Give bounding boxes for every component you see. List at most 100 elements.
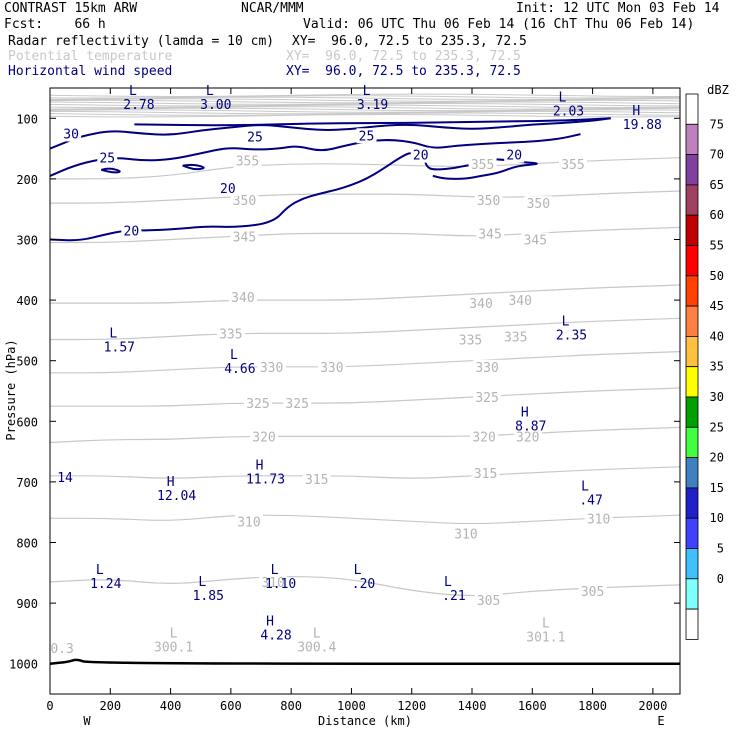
theta-contour-label: 330 — [475, 361, 498, 376]
wind-label-bg — [121, 223, 142, 239]
x-tick-label: 1200 — [397, 699, 426, 713]
theta-contour-label: 350 — [477, 194, 500, 209]
colorbar-swatch — [685, 214, 699, 246]
y-tick-label: 700 — [16, 476, 38, 490]
colorbar-level-label: 40 — [710, 329, 724, 343]
org-name: NCAR/MMM — [241, 1, 304, 16]
wind-contour-jet-core — [134, 117, 611, 127]
wind-contour-small — [182, 163, 205, 171]
colorbar-swatch — [685, 275, 699, 307]
theta-label-bg — [474, 593, 503, 609]
y-tick-label: 300 — [16, 234, 38, 248]
wind-contour-30 — [49, 117, 611, 150]
wind-extremum-mark: H — [167, 475, 175, 490]
colorbar-unit: dBZ — [707, 83, 729, 97]
colorbar-swatch — [685, 457, 699, 489]
theta-label-bg — [470, 429, 499, 445]
theta-label-bg — [233, 153, 262, 169]
wind-label-bg — [61, 126, 82, 142]
x-tick-label: 1400 — [458, 699, 487, 713]
colorbar-swatch — [685, 154, 699, 186]
colorbar-level-label: 10 — [710, 511, 724, 525]
theta-contour-label: 310 — [454, 527, 477, 542]
theta-contour-label: 325 — [285, 397, 308, 412]
wind-label-bg — [356, 128, 377, 144]
field-reflectivity-xy: XY= 96.0, 72.5 to 235.3, 72.5 — [292, 34, 527, 49]
x-tick-label: 600 — [220, 699, 242, 713]
theta-contour-label: 320 — [516, 430, 539, 445]
field-reflectivity-name: Radar reflectivity (lamda = 10 cm) — [8, 34, 275, 49]
theta-contour-label: 320 — [252, 430, 275, 445]
wind-contour-label: 20 — [506, 149, 522, 164]
theta-label-bg — [521, 232, 550, 248]
theta-contour-label: 305 — [477, 594, 500, 609]
theta-contour-label: 330 — [260, 361, 283, 376]
wind-extremum-mark: H — [256, 459, 264, 474]
theta-contour-label: 335 — [504, 330, 527, 345]
theta-label-bg — [230, 229, 259, 245]
theta-contour-label: 340 — [508, 294, 531, 309]
wind-extremum-value: 2.03 — [553, 104, 584, 119]
colorbar-swatch — [685, 517, 699, 549]
wind-contour-label: 20 — [413, 149, 429, 164]
wind-contour-label: 25 — [359, 129, 375, 144]
wind-extremum-mark: L — [562, 314, 570, 329]
y-tick-label: 600 — [16, 415, 38, 429]
wind-extremum-value: 2.35 — [556, 328, 587, 343]
colorbar-swatch — [685, 305, 699, 337]
x-end-left-label: W — [83, 714, 91, 728]
theta-contour-label: 350 — [527, 197, 550, 212]
theta-label-bg — [474, 193, 503, 209]
wind-extremum-mark: H — [632, 104, 640, 119]
theta-label-bg — [259, 574, 288, 590]
forecast-hour: Fcst: 66 h — [4, 17, 106, 32]
colorbar-swatch — [685, 93, 699, 125]
theta-upper-contour — [49, 102, 680, 107]
colorbar-swatch — [685, 245, 699, 277]
theta-upper-contour — [49, 93, 680, 98]
theta-label-bg — [230, 193, 259, 209]
wind-extremum-value: 4.66 — [224, 362, 255, 377]
theta-label-bg — [451, 526, 480, 542]
y-tick-label: 100 — [16, 112, 38, 126]
plot-frame — [49, 87, 681, 695]
theta-label-bg — [524, 196, 553, 212]
colorbar-level-label: 0 — [717, 572, 724, 586]
wind-contour-label: 30 — [63, 127, 79, 142]
wind-contour-25 — [49, 133, 581, 177]
wind-extremum-value: 1.85 — [193, 589, 224, 604]
theta-label-bg — [302, 471, 331, 487]
theta-label-bg — [578, 583, 607, 599]
wind-extremum-value: 11.73 — [246, 473, 285, 488]
theta-extremum-mark: L — [170, 627, 178, 642]
y-tick-label: 500 — [16, 355, 38, 369]
y-tick-label: 800 — [16, 537, 38, 551]
x-tick-label: 1600 — [518, 699, 547, 713]
theta-contour-label: 340 — [231, 291, 254, 306]
theta-upper-contour — [49, 112, 681, 116]
theta-contour-label: 335 — [459, 333, 482, 348]
x-tick-label: 200 — [99, 699, 121, 713]
colorbar-swatch — [685, 578, 699, 610]
theta-contour-335 — [50, 317, 681, 341]
theta-extremum-value: 301.1 — [526, 630, 565, 645]
theta-upper-contour — [49, 99, 681, 104]
theta-contour-label: 315 — [474, 467, 497, 482]
theta-upper-contour — [49, 104, 681, 109]
y-axis-title: Pressure (hPa) — [4, 339, 18, 440]
theta-label-bg — [513, 429, 542, 445]
wind-extremum-value: 2.78 — [123, 98, 154, 113]
wind-contour-20 — [49, 152, 538, 242]
theta-label-bg — [501, 329, 530, 345]
field-wind-xy: XY= 96.0, 72.5 to 235.3, 72.5 — [286, 64, 521, 79]
theta-contour-label: 345 — [233, 230, 256, 245]
colorbar-level-label: 60 — [710, 208, 724, 222]
colorbar-level-label: 15 — [710, 481, 724, 495]
theta-contour-label: 345 — [524, 234, 547, 249]
colorbar-swatch — [685, 487, 699, 519]
theta-label-bg — [317, 359, 346, 375]
wind-label-bg — [244, 129, 265, 145]
init-time: Init: 12 UTC Mon 03 Feb 14 — [516, 1, 720, 16]
colorbar-level-label: 45 — [710, 299, 724, 313]
colorbar-level-label: 55 — [710, 239, 724, 253]
